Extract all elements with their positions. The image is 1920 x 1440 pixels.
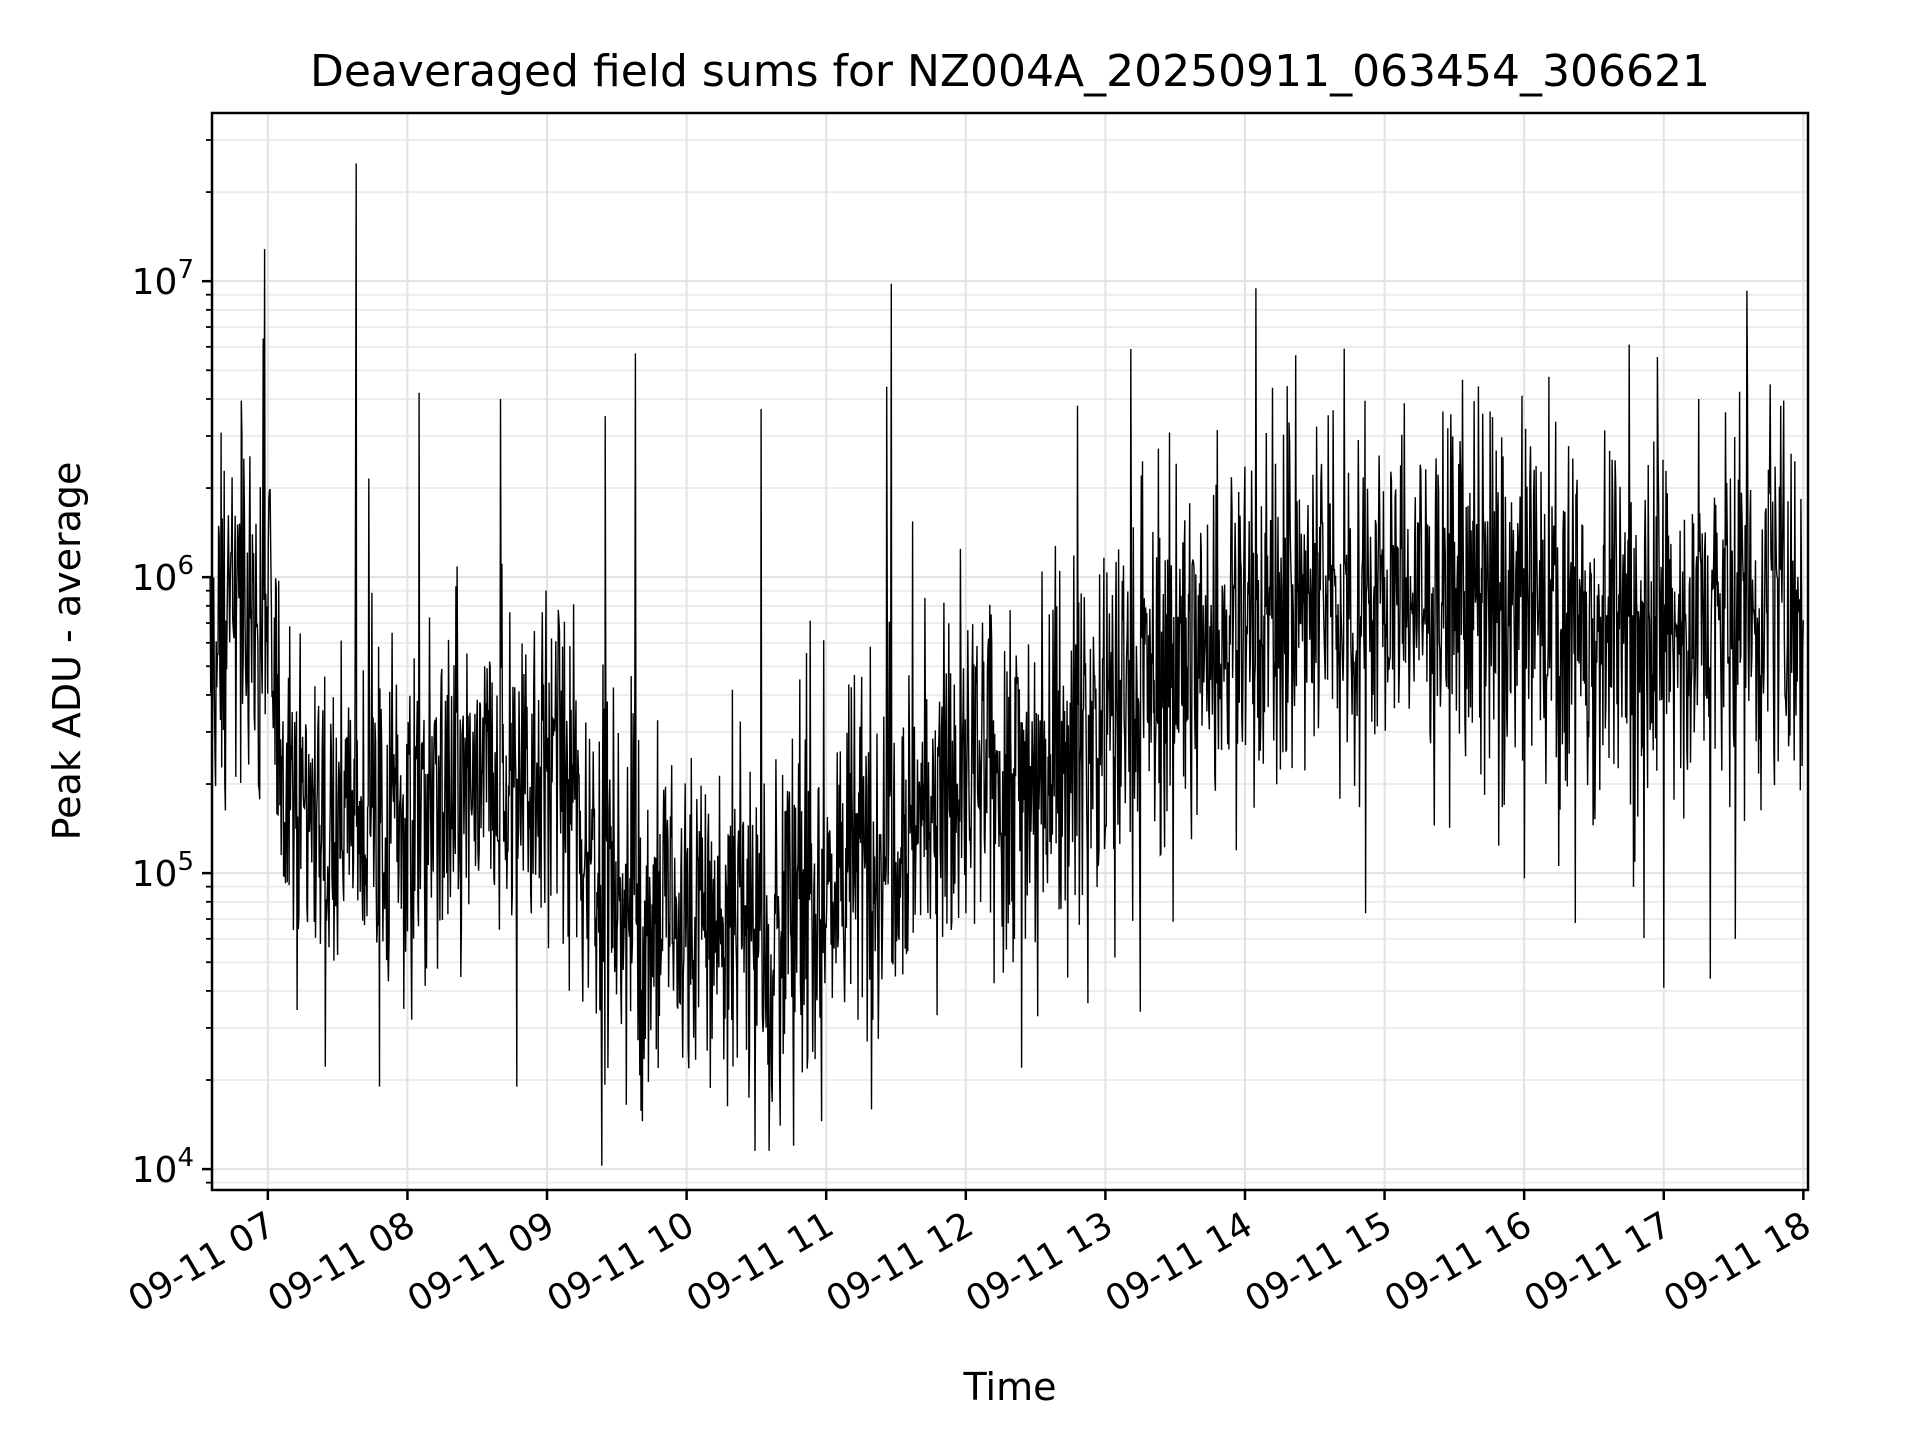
x-tick-label: 09-11 07 — [122, 1204, 283, 1320]
y-tick-label: 105 — [132, 847, 194, 895]
x-tick-label: 09-11 15 — [1238, 1204, 1399, 1320]
x-tick-label: 09-11 16 — [1378, 1204, 1539, 1320]
y-tick-label: 106 — [132, 551, 194, 599]
series-line-path — [208, 163, 1804, 1166]
x-tick-label: 09-11 13 — [959, 1204, 1120, 1320]
x-tick-label: 09-11 18 — [1657, 1204, 1818, 1320]
y-tick-label: 107 — [132, 255, 194, 303]
x-tick-label: 09-11 12 — [820, 1204, 981, 1320]
x-tick-label: 09-11 09 — [401, 1204, 562, 1320]
x-tick-label: 09-11 08 — [261, 1204, 422, 1320]
y-tick-label: 104 — [132, 1143, 194, 1191]
y-axis: 104 105 106 107 — [132, 139, 212, 1191]
x-tick-label: 09-11 10 — [540, 1204, 701, 1320]
x-tick-label: 09-11 11 — [680, 1204, 841, 1320]
y-axis-label: Peak ADU - average — [45, 462, 89, 841]
x-tick-label: 09-11 14 — [1099, 1204, 1260, 1320]
series-line — [208, 163, 1804, 1166]
plot-frame — [210, 111, 1810, 1192]
chart-title: Deaveraged field sums for NZ004A_2025091… — [310, 46, 1710, 97]
x-axis-label: Time — [963, 1365, 1057, 1409]
x-tick-label: 09-11 17 — [1518, 1204, 1679, 1320]
